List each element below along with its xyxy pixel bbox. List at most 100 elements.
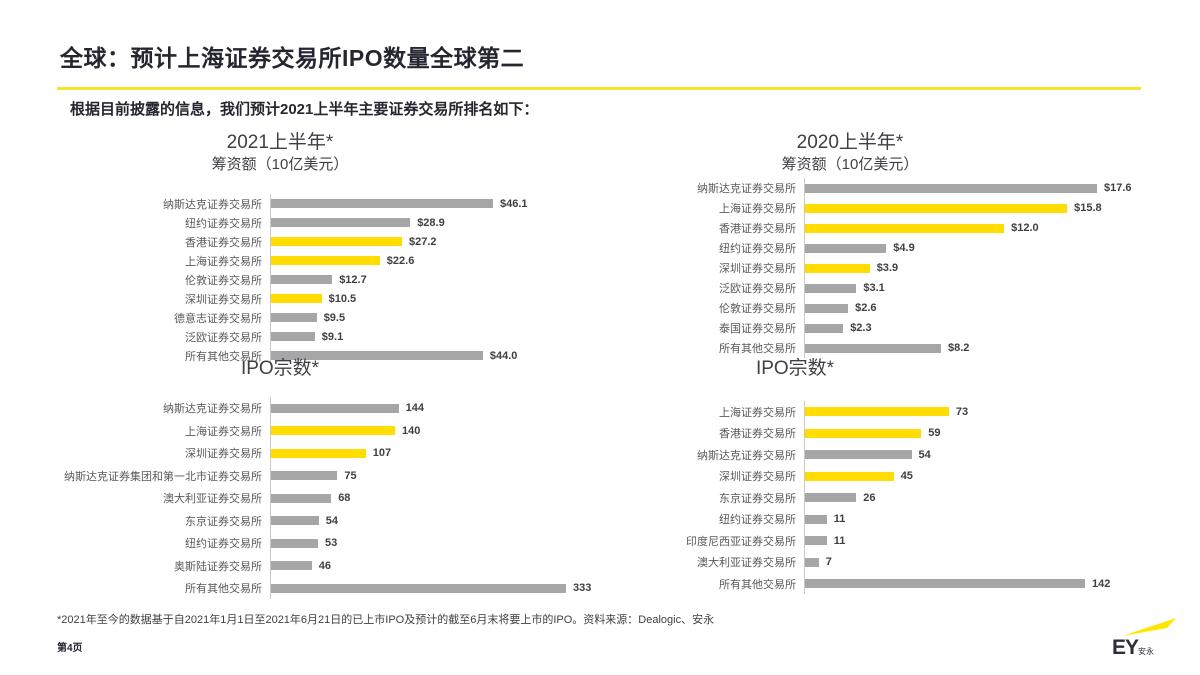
bar-label: 上海证券交易所 xyxy=(185,255,262,268)
chart-row: 泰国证券交易所 $2.3 xyxy=(640,318,1180,339)
bar xyxy=(271,313,317,323)
chart-row: 纽约证券交易所 $4.9 xyxy=(640,238,1180,259)
bar-label: 上海证券交易所 xyxy=(185,425,262,438)
bar-track: $17.6 xyxy=(804,178,1180,199)
bar xyxy=(271,426,395,436)
bar-track: 54 xyxy=(804,443,1180,466)
bar-value: 11 xyxy=(833,513,846,526)
bar-track: $9.5 xyxy=(270,308,600,328)
ey-beam-icon xyxy=(1122,618,1176,636)
chart-row: 上海证券交易所 $22.6 xyxy=(60,251,600,271)
bar-label: 纽约证券交易所 xyxy=(719,514,796,527)
bar-label: 上海证券交易所 xyxy=(719,406,796,419)
chart-row: 纳斯达克证券交易所 144 xyxy=(60,396,600,420)
bar-label: 纳斯达克证券交易所 xyxy=(163,198,262,211)
bar-label: 上海证券交易所 xyxy=(719,203,796,216)
bar-value: 75 xyxy=(344,469,357,482)
bar-track: 333 xyxy=(270,576,600,600)
ey-logo: EY安永 xyxy=(1112,618,1182,658)
chart-2021-proceeds: 2021上半年* 筹资额（10亿美元） 纳斯达克证券交易所 $46.1 纽约证券交易… xyxy=(60,132,600,366)
bar xyxy=(805,557,819,567)
chart-plot-area: 纳斯达克证券交易所 $46.1 纽约证券交易所 $28.9 香港证券交易所 $27.2 上海… xyxy=(60,194,600,366)
bar-value: 68 xyxy=(338,492,351,505)
chart-row: 所有其他交易所 $44.0 xyxy=(60,346,600,366)
bar-value: $3.9 xyxy=(876,262,899,275)
chart-axis-label: 筹资额（10亿美元） xyxy=(781,155,919,173)
bar xyxy=(805,263,870,273)
bar-value: $22.6 xyxy=(386,254,415,267)
bar-label: 纽约证券交易所 xyxy=(185,217,262,230)
chart-row: 上海证券交易所 140 xyxy=(60,419,600,442)
bar-track: $12.7 xyxy=(270,270,600,290)
bar-label: 纽约证券交易所 xyxy=(719,243,796,256)
bar-value: 45 xyxy=(900,470,913,483)
chart-plot-area: 纳斯达克证券交易所 $17.6 上海证券交易所 $15.8 香港证券交易所 $12.0 纽约… xyxy=(640,178,1180,359)
bar-value: $2.3 xyxy=(850,322,872,335)
chart-title: 2021上半年* xyxy=(226,132,334,153)
bar xyxy=(805,243,887,253)
chart-row: 纽约证券交易所 $28.9 xyxy=(60,213,600,233)
bar-value: 54 xyxy=(918,448,931,461)
bar xyxy=(805,450,912,460)
bar-value: 73 xyxy=(955,405,969,418)
bar-track: 45 xyxy=(804,465,1180,487)
bar-label: 所有其他交易所 xyxy=(185,583,262,596)
bar-value: 144 xyxy=(405,402,424,415)
bar-track: 11 xyxy=(804,508,1180,530)
chart-2020-proceeds: 2020上半年* 筹资额（10亿美元） 纳斯达克证券交易所 $17.6 上海证券交易… xyxy=(640,132,1180,359)
bar-track: 7 xyxy=(804,551,1180,573)
bar-label: 东京证券交易所 xyxy=(719,492,796,505)
bar-label: 东京证券交易所 xyxy=(185,515,262,528)
bar xyxy=(271,218,411,228)
bar xyxy=(805,203,1068,213)
chart-row: 澳大利亚证券交易所 68 xyxy=(60,486,600,510)
bar xyxy=(271,448,366,458)
bar-label: 纳斯达克证券交易所 xyxy=(697,183,796,196)
chart-row: 深圳证券交易所 $10.5 xyxy=(60,289,600,309)
bar-value: $28.9 xyxy=(417,216,445,229)
bar-value: $10.5 xyxy=(328,292,357,305)
bar xyxy=(271,538,318,548)
bar-label: 奥斯陆证券交易所 xyxy=(174,560,262,573)
bar xyxy=(271,199,493,209)
bar-label: 伦敦证券交易所 xyxy=(185,274,262,287)
chart-row: 上海证券交易所 $15.8 xyxy=(640,198,1180,219)
bar-value: $46.1 xyxy=(500,197,528,210)
bar-label: 泛欧证券交易所 xyxy=(185,331,262,344)
bar-track: 59 xyxy=(804,422,1180,444)
bar-label: 深圳证券交易所 xyxy=(719,263,796,276)
bar-value: $27.2 xyxy=(409,235,437,248)
bar-label: 所有其他交易所 xyxy=(185,350,262,363)
chart-row: 香港证券交易所 $27.2 xyxy=(60,232,600,252)
bar xyxy=(271,237,402,247)
chart-row: 东京证券交易所 54 xyxy=(60,509,600,532)
bar-track: $4.9 xyxy=(804,238,1180,259)
bar-label: 香港证券交易所 xyxy=(185,236,262,249)
bar-value: 333 xyxy=(573,582,592,595)
bar-track: 140 xyxy=(270,419,600,442)
bar-label: 泰国证券交易所 xyxy=(719,323,796,336)
bar-track: 73 xyxy=(804,400,1180,423)
bar xyxy=(271,332,315,342)
bar-value: 7 xyxy=(825,556,832,569)
bar-track: $10.5 xyxy=(270,289,600,309)
chart-row: 纳斯达克证券交易所 $46.1 xyxy=(60,194,600,214)
bar-label: 澳大利亚证券交易所 xyxy=(163,493,262,506)
chart-2020-ipo-count: IPO宗数* 上海证券交易所 73 香港证券交易所 59 纳斯达克证券交易所 54 深圳证券… xyxy=(640,358,1180,595)
chart-row: 纳斯达克证券交易所 $17.6 xyxy=(640,178,1180,199)
bar-value: 59 xyxy=(928,427,941,440)
bar-track: 11 xyxy=(804,529,1180,552)
chart-row: 印度尼西亚证券交易所 11 xyxy=(640,529,1180,552)
chart-row: 泛欧证券交易所 $3.1 xyxy=(640,278,1180,299)
ey-logo-text: EY安永 xyxy=(1112,637,1182,658)
bar-track: 46 xyxy=(270,554,600,577)
chart-row: 奥斯陆证券交易所 46 xyxy=(60,554,600,577)
bar-track: $22.6 xyxy=(270,251,600,271)
chart-row: 德意志证券交易所 $9.5 xyxy=(60,308,600,328)
bar-label: 纳斯达克证券交易所 xyxy=(697,449,796,462)
chart-row: 纽约证券交易所 11 xyxy=(640,508,1180,530)
bar-track: 107 xyxy=(270,441,600,465)
bar-label: 香港证券交易所 xyxy=(719,223,796,236)
chart-row: 上海证券交易所 73 xyxy=(640,400,1180,423)
bar-value: $8.2 xyxy=(948,342,970,355)
